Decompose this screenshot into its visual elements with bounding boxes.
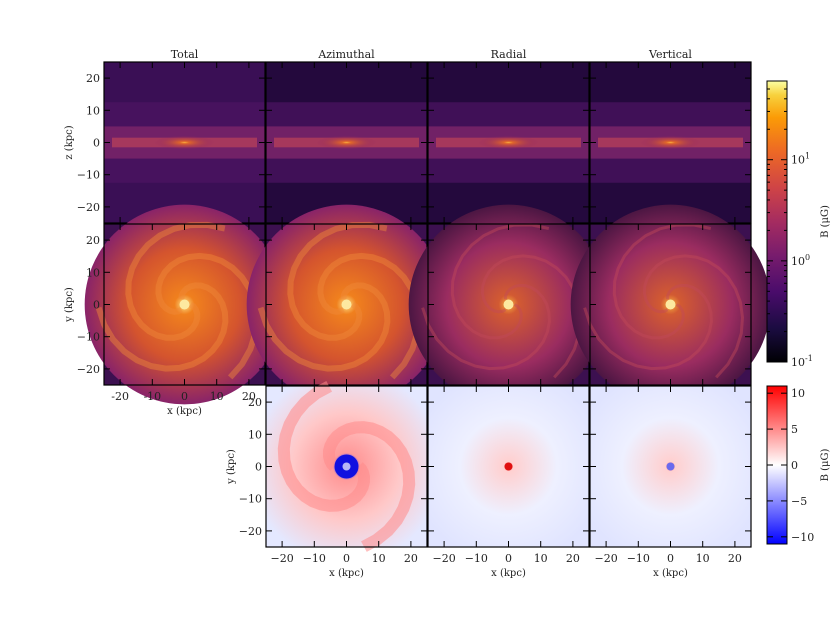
colorbar-tick-label: 10-1 bbox=[791, 354, 813, 369]
heatmap-core-center bbox=[342, 462, 351, 471]
x-tick-label: 10 bbox=[210, 390, 224, 403]
column-title-vertical: Vertical bbox=[648, 48, 692, 61]
panel-signed-azimuthal bbox=[265, 381, 428, 552]
y-tick-label: −10 bbox=[239, 493, 262, 506]
y-tick-label: 20 bbox=[86, 72, 100, 85]
x-tick-label: 20 bbox=[728, 552, 742, 565]
column-title-azimuthal: Azimuthal bbox=[317, 48, 375, 61]
y-tick-label: 10 bbox=[86, 266, 100, 279]
y-tick-label: −20 bbox=[77, 363, 100, 376]
x-axis-label: x (kpc) bbox=[653, 568, 688, 579]
x-tick-label: 10 bbox=[372, 552, 386, 565]
x-tick-label: 0 bbox=[505, 552, 512, 565]
spiral-arm bbox=[323, 421, 416, 552]
heatmap-core bbox=[179, 299, 190, 310]
y-axis-label: y (kpc) bbox=[64, 287, 75, 323]
x-tick-label: -20 bbox=[111, 390, 129, 403]
y-tick-label: 0 bbox=[255, 461, 262, 474]
x-axis-label: x (kpc) bbox=[167, 406, 202, 417]
colorbar-magnitude-label: B (μG) bbox=[820, 205, 831, 238]
spiral-arm bbox=[277, 381, 371, 512]
y-tick-label: 10 bbox=[86, 104, 100, 117]
colorbar-tick-label: 101 bbox=[791, 152, 810, 167]
panel-edge-radial bbox=[427, 61, 590, 224]
colorbar-tick-label: 100 bbox=[791, 253, 810, 268]
column-titles: Total Azimuthal Radial Vertical bbox=[171, 48, 693, 61]
heatmap-core bbox=[316, 135, 377, 150]
spiral-arm bbox=[257, 282, 391, 372]
panel-signed-vertical bbox=[589, 385, 752, 548]
x-tick-label: 20 bbox=[242, 390, 256, 403]
x-tick-label: 20 bbox=[404, 552, 418, 565]
column-title-radial: Radial bbox=[491, 48, 527, 61]
spiral-arm bbox=[642, 254, 745, 379]
x-tick-label: 0 bbox=[181, 390, 188, 403]
panel-face-radial bbox=[408, 204, 609, 405]
heatmap-core bbox=[154, 135, 215, 150]
colorbar-tick-label: −10 bbox=[791, 531, 814, 544]
axis-labels: −20 −10 0 10 20 −20 −10 0 10 20 −20 −10 0 10 20 -20 -10 0… bbox=[64, 72, 742, 579]
x-tick-label: −10 bbox=[627, 552, 650, 565]
x-tick-label: 10 bbox=[696, 552, 710, 565]
x-tick-label: −10 bbox=[303, 552, 326, 565]
y-tick-label: 10 bbox=[248, 428, 262, 441]
colorbar-tick-label: 5 bbox=[791, 423, 798, 436]
panel-edge-azimuthal bbox=[265, 61, 428, 224]
x-tick-label: 0 bbox=[667, 552, 674, 565]
panels bbox=[84, 61, 771, 552]
panel-face-vertical bbox=[570, 204, 771, 405]
spiral-arm bbox=[421, 283, 551, 371]
x-tick-label: −20 bbox=[594, 552, 617, 565]
y-tick-label: 20 bbox=[248, 396, 262, 409]
spiral-arm bbox=[583, 283, 713, 371]
x-tick-label: 10 bbox=[534, 552, 548, 565]
colorbar-magnitude bbox=[766, 80, 788, 363]
spiral-arm bbox=[287, 221, 388, 341]
y-tick-label: −20 bbox=[77, 201, 100, 214]
colorbar-signed-label: B (μG) bbox=[820, 448, 831, 481]
heatmap-core bbox=[666, 462, 675, 471]
y-axis-label: y (kpc) bbox=[226, 449, 237, 485]
colorbars: 10-1 100 101 B (μG) −10 −5 0 5 10 B (μG) bbox=[766, 80, 831, 545]
x-tick-label: -10 bbox=[143, 390, 161, 403]
column-title-total: Total bbox=[171, 48, 199, 61]
heatmap-core bbox=[478, 135, 539, 150]
colorbar-tick-label: 0 bbox=[791, 459, 798, 472]
colorbar-tick-label: −5 bbox=[791, 495, 807, 508]
y-tick-label: 20 bbox=[86, 234, 100, 247]
panel-edge-vertical bbox=[589, 61, 752, 224]
y-tick-label: −10 bbox=[77, 169, 100, 182]
y-axis-label: z (kpc) bbox=[64, 125, 75, 159]
x-axis-label: x (kpc) bbox=[491, 568, 526, 579]
y-tick-label: 0 bbox=[93, 137, 100, 150]
y-tick-label: 0 bbox=[93, 299, 100, 312]
x-tick-label: 0 bbox=[343, 552, 350, 565]
heatmap-core bbox=[640, 135, 701, 150]
y-tick-label: −20 bbox=[239, 525, 262, 538]
x-tick-label: −10 bbox=[465, 552, 488, 565]
y-tick-label: −10 bbox=[77, 331, 100, 344]
panel-edge-total bbox=[103, 61, 266, 224]
spiral-arm bbox=[612, 223, 712, 340]
heatmap-core bbox=[504, 462, 513, 471]
spiral-arm bbox=[125, 221, 226, 341]
spiral-arm bbox=[95, 282, 229, 372]
heatmap-core bbox=[503, 299, 514, 310]
x-axis-label: x (kpc) bbox=[329, 568, 364, 579]
colorbar-tick-label: 10 bbox=[791, 387, 805, 400]
x-tick-label: −20 bbox=[432, 552, 455, 565]
heatmap-core bbox=[341, 299, 352, 310]
x-tick-label: −20 bbox=[270, 552, 293, 565]
spiral-arm bbox=[450, 223, 550, 340]
x-tick-label: 20 bbox=[566, 552, 580, 565]
panel-signed-radial bbox=[427, 385, 590, 548]
heatmap-core bbox=[665, 299, 676, 310]
